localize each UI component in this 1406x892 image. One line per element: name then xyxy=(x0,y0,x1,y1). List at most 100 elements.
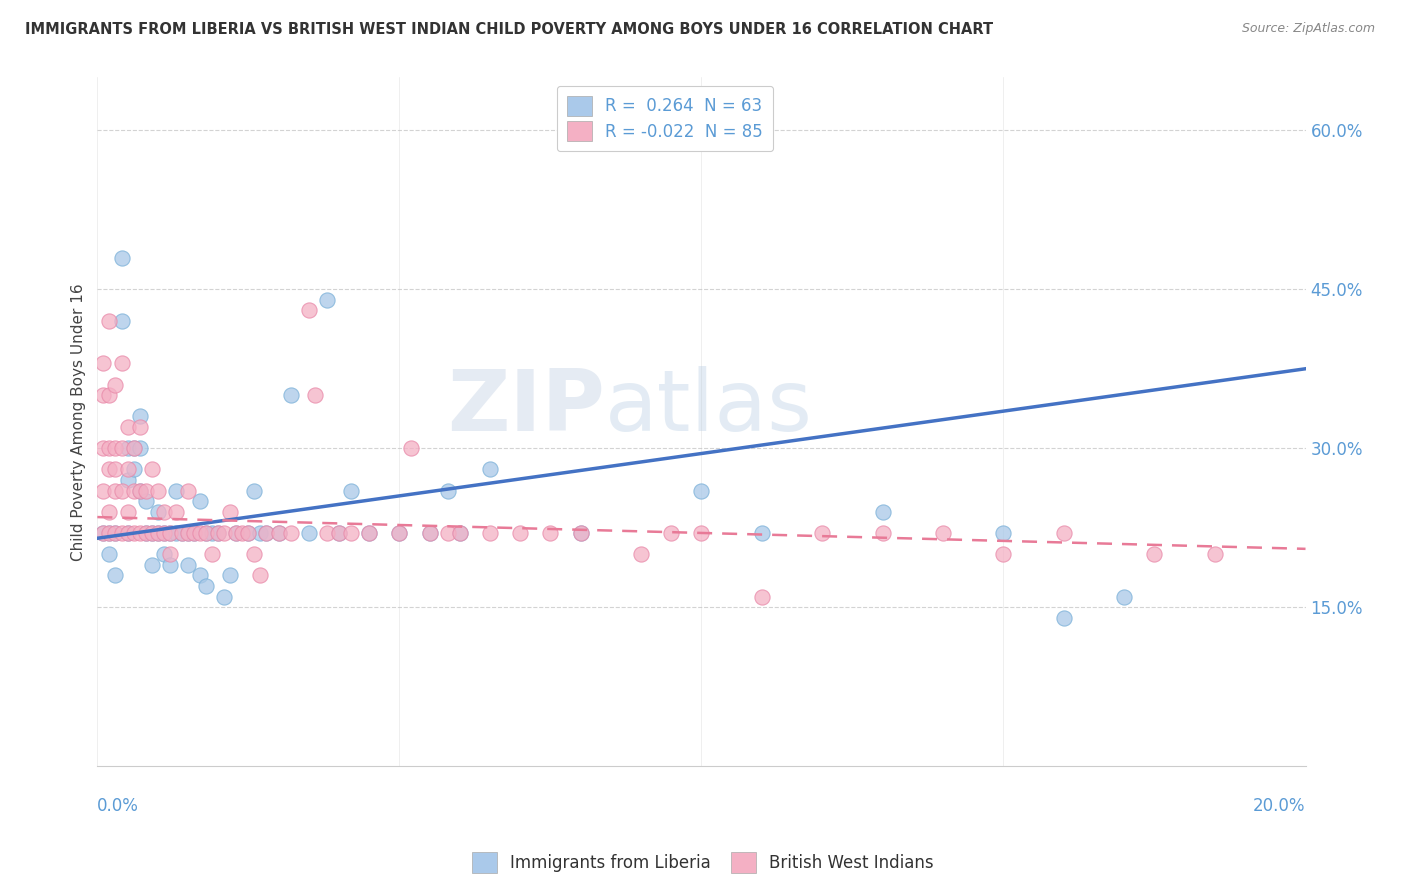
Point xyxy=(449,525,471,540)
Point xyxy=(359,525,381,540)
Point xyxy=(170,525,193,540)
Point xyxy=(104,568,127,582)
Point xyxy=(110,356,132,370)
Point xyxy=(93,441,115,455)
Point xyxy=(122,462,145,476)
Point xyxy=(177,558,200,572)
Point xyxy=(201,547,224,561)
Point xyxy=(872,505,894,519)
Point xyxy=(159,547,181,561)
Point xyxy=(117,441,139,455)
Point xyxy=(98,525,121,540)
Text: 20.0%: 20.0% xyxy=(1253,797,1306,814)
Point xyxy=(141,462,163,476)
Point xyxy=(146,525,169,540)
Point xyxy=(316,525,339,540)
Point xyxy=(1204,547,1226,561)
Point xyxy=(479,525,502,540)
Point xyxy=(141,558,163,572)
Point xyxy=(98,441,121,455)
Point xyxy=(122,483,145,498)
Point xyxy=(1143,547,1166,561)
Point xyxy=(117,525,139,540)
Point xyxy=(249,525,271,540)
Point xyxy=(128,409,150,424)
Point xyxy=(225,525,247,540)
Point xyxy=(170,525,193,540)
Point xyxy=(122,441,145,455)
Text: ZIP: ZIP xyxy=(447,367,605,450)
Point xyxy=(141,525,163,540)
Legend: R =  0.264  N = 63, R = -0.022  N = 85: R = 0.264 N = 63, R = -0.022 N = 85 xyxy=(557,86,773,152)
Point xyxy=(110,251,132,265)
Point xyxy=(117,525,139,540)
Point xyxy=(212,590,235,604)
Point xyxy=(225,525,247,540)
Point xyxy=(98,388,121,402)
Point xyxy=(280,525,302,540)
Point xyxy=(104,377,127,392)
Point xyxy=(183,525,205,540)
Point xyxy=(146,483,169,498)
Point xyxy=(419,525,441,540)
Point xyxy=(419,525,441,540)
Point xyxy=(231,525,253,540)
Point xyxy=(479,462,502,476)
Point xyxy=(267,525,290,540)
Point xyxy=(328,525,350,540)
Point xyxy=(219,505,242,519)
Point xyxy=(280,388,302,402)
Point xyxy=(93,525,115,540)
Point xyxy=(141,525,163,540)
Point xyxy=(128,483,150,498)
Point xyxy=(135,494,157,508)
Point xyxy=(93,388,115,402)
Point xyxy=(243,483,266,498)
Point xyxy=(153,525,176,540)
Point xyxy=(195,525,218,540)
Point xyxy=(328,525,350,540)
Point xyxy=(122,441,145,455)
Point xyxy=(340,525,363,540)
Point xyxy=(1053,610,1076,624)
Point xyxy=(188,494,211,508)
Point xyxy=(509,525,531,540)
Point xyxy=(690,525,713,540)
Point xyxy=(165,505,187,519)
Point xyxy=(135,525,157,540)
Point xyxy=(359,525,381,540)
Point xyxy=(811,525,834,540)
Point xyxy=(177,525,200,540)
Point xyxy=(569,525,592,540)
Point xyxy=(93,483,115,498)
Point xyxy=(751,590,773,604)
Point xyxy=(165,525,187,540)
Point xyxy=(117,420,139,434)
Legend: Immigrants from Liberia, British West Indians: Immigrants from Liberia, British West In… xyxy=(465,846,941,880)
Text: 0.0%: 0.0% xyxy=(97,797,139,814)
Point xyxy=(659,525,682,540)
Point xyxy=(304,388,326,402)
Point xyxy=(104,483,127,498)
Point xyxy=(538,525,561,540)
Point xyxy=(1053,525,1076,540)
Point xyxy=(146,525,169,540)
Point xyxy=(104,462,127,476)
Point xyxy=(256,525,278,540)
Point xyxy=(159,558,181,572)
Point xyxy=(249,568,271,582)
Point xyxy=(128,483,150,498)
Point xyxy=(630,547,652,561)
Point xyxy=(153,525,176,540)
Point xyxy=(340,483,363,498)
Point xyxy=(238,525,260,540)
Point xyxy=(159,525,181,540)
Point xyxy=(212,525,235,540)
Point xyxy=(117,473,139,487)
Point xyxy=(449,525,471,540)
Point xyxy=(436,483,458,498)
Point xyxy=(872,525,894,540)
Point xyxy=(98,547,121,561)
Text: Source: ZipAtlas.com: Source: ZipAtlas.com xyxy=(1241,22,1375,36)
Point xyxy=(104,441,127,455)
